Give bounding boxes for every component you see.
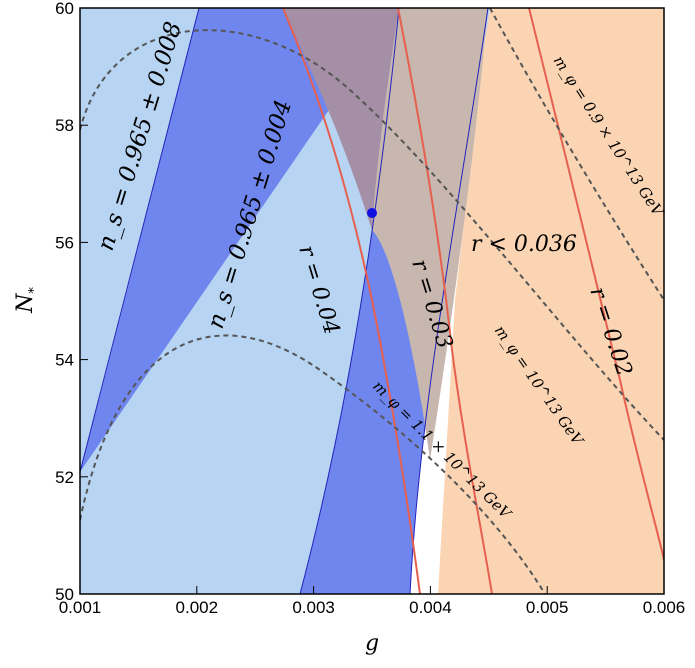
r-line-002 [528,8,664,561]
mass-curve-09 [489,8,664,301]
band-edge-3 [409,8,489,594]
y-tick-label: 54 [55,351,74,370]
r-bound-region [438,8,664,594]
plot-area [80,8,664,594]
x-tick-label: 0.006 [643,598,686,617]
x-tick-label: 0.005 [526,598,569,617]
band-edge-2 [299,8,400,594]
unconstrained-wedge [410,470,438,594]
best-fit-point [367,208,377,218]
x-axis-ticks: 0.001 0.002 0.003 0.004 0.005 0.006 [59,586,686,617]
y-tick-label: 60 [55,0,74,18]
y-tick-label: 58 [55,116,74,135]
mass-curve-11 [80,334,546,594]
x-tick-label: 0.004 [409,598,452,617]
plot-frame [79,7,665,595]
overlap-dark [283,8,399,230]
x-tick-label: 0.003 [292,598,335,617]
r-line-004 [282,8,421,594]
x-tick-label: 0.002 [176,598,219,617]
x-axis-label: g [365,631,379,656]
y-tick-label: 56 [55,233,74,252]
y-tick-label: 50 [55,585,74,604]
y-tick-label: 52 [55,468,74,487]
mass-curve-10 [80,29,664,441]
r-line-003 [397,8,493,594]
overlap-light [372,8,488,460]
x-tick-label: 0.001 [59,598,102,617]
y-axis-ticks: 50 52 54 56 58 60 [55,0,88,604]
y-axis-label: N* [13,287,42,314]
r-bound-label: r < 0.036 [471,232,577,257]
